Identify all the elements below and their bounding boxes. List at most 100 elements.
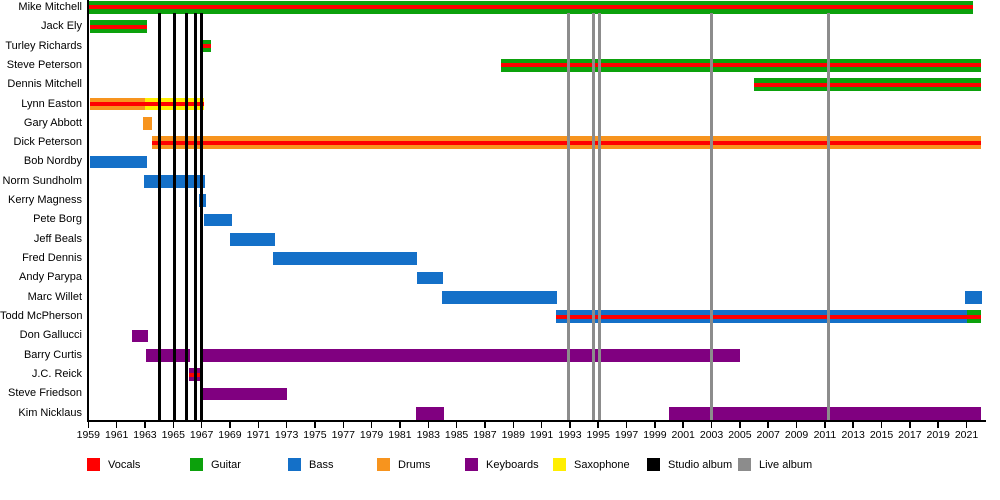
axis-tick-label: 1977 xyxy=(331,429,355,441)
member-instrument-bar xyxy=(89,1,973,14)
axis-tick-label: 1967 xyxy=(189,429,214,441)
member-name-label: Mike Mitchell xyxy=(18,0,82,13)
legend-label: Drums xyxy=(398,459,431,471)
axis-tick xyxy=(710,422,713,428)
axis-tick xyxy=(87,422,90,428)
axis-tick-label: 2019 xyxy=(926,429,950,441)
member-instrument-bar xyxy=(203,348,740,362)
member-name-label: Norm Sundholm xyxy=(2,174,82,187)
legend-color-swatch xyxy=(87,458,100,471)
member-instrument-bar xyxy=(132,329,148,343)
studio-album-line xyxy=(157,13,161,420)
member-name-label: Lynn Easton xyxy=(21,97,82,110)
member-name-label: Andy Parypa xyxy=(19,271,82,284)
axis-tick-label: 1973 xyxy=(274,429,299,441)
member-instrument-bar xyxy=(229,232,276,246)
axis-tick-label: 1963 xyxy=(133,429,157,441)
legend-color-swatch xyxy=(647,458,660,471)
member-name-label: Todd McPherson xyxy=(0,310,83,323)
axis-tick-label: 2007 xyxy=(756,429,780,441)
member-name-label: Dick Peterson xyxy=(13,136,82,149)
member-instrument-bar xyxy=(203,387,287,401)
member-name-label: Bob Nordby xyxy=(23,155,82,168)
y-axis-line xyxy=(87,0,89,420)
member-instrument-bar xyxy=(555,310,967,323)
legend-color-swatch xyxy=(288,458,301,471)
legend-color-swatch xyxy=(738,458,751,471)
vocals-stripe xyxy=(966,314,981,319)
axis-tick xyxy=(880,422,883,428)
axis-tick xyxy=(795,422,798,428)
vocals-stripe xyxy=(89,5,973,10)
member-instrument-bar xyxy=(89,20,148,34)
member-instrument-bar xyxy=(754,78,981,91)
axis-tick-label: 2017 xyxy=(898,429,922,441)
member-name-label: Gary Abbott xyxy=(23,116,82,129)
member-instrument-bar xyxy=(442,290,558,304)
legend-label: Saxophone xyxy=(574,459,630,471)
member-name-label: Jeff Beals xyxy=(33,232,82,245)
vocals-stripe xyxy=(89,24,148,29)
axis-tick xyxy=(172,422,175,428)
axis-tick-label: 1979 xyxy=(359,429,384,441)
axis-tick xyxy=(625,422,628,428)
legend-label: Vocals xyxy=(108,459,141,471)
axis-tick xyxy=(257,422,260,428)
axis-tick-label: 1989 xyxy=(501,429,525,441)
member-name-label: Jack Ely xyxy=(41,20,82,33)
member-name-label: Pete Borg xyxy=(33,213,82,226)
member-instrument-bar xyxy=(416,406,444,420)
live-album-line xyxy=(592,13,596,420)
vocals-stripe xyxy=(754,82,981,87)
legend-label: Guitar xyxy=(211,459,241,471)
member-name-label: Steve Peterson xyxy=(6,58,82,71)
axis-tick xyxy=(965,422,968,428)
member-name-label: Don Gallucci xyxy=(19,329,82,342)
member-instrument-bar xyxy=(273,252,417,265)
member-name-label: Barry Curtis xyxy=(23,348,82,361)
axis-tick xyxy=(370,422,373,428)
studio-album-line xyxy=(185,13,189,420)
axis-tick xyxy=(824,422,826,428)
axis-tick xyxy=(229,422,231,428)
live-album-line xyxy=(826,13,830,420)
member-name-label: Turley Richards xyxy=(5,39,82,52)
member-name-label: Marc Willet xyxy=(27,290,82,303)
member-instrument-bar xyxy=(89,155,148,169)
member-instrument-bar xyxy=(203,39,211,53)
axis-tick xyxy=(852,422,854,428)
axis-tick xyxy=(767,422,769,428)
live-album-line xyxy=(598,13,602,420)
axis-tick-label: 2011 xyxy=(813,429,837,441)
legend-color-swatch xyxy=(553,458,566,471)
studio-album-line xyxy=(200,13,204,420)
member-name-label: Dennis Mitchell xyxy=(7,78,82,91)
member-instrument-bar xyxy=(145,348,191,362)
studio-album-line xyxy=(194,13,198,420)
legend-label: Bass xyxy=(309,459,334,471)
axis-tick xyxy=(682,422,684,428)
axis-tick-label: 1983 xyxy=(416,429,440,441)
vocals-stripe xyxy=(89,101,145,107)
vocals-stripe xyxy=(152,140,981,145)
axis-tick xyxy=(144,422,146,428)
member-instrument-bar xyxy=(203,213,233,227)
live-album-line xyxy=(710,13,714,420)
member-instrument-bar xyxy=(142,116,153,130)
axis-tick xyxy=(427,422,429,428)
axis-tick-label: 1959 xyxy=(76,429,100,441)
member-name-label: Kim Nicklaus xyxy=(18,406,82,419)
member-instrument-bar xyxy=(152,136,981,149)
member-name-label: Steve Friedson xyxy=(8,387,82,400)
axis-tick-label: 2001 xyxy=(671,429,695,441)
vocals-stripe xyxy=(203,43,211,49)
legend-color-swatch xyxy=(190,458,203,471)
axis-tick-label: 1985 xyxy=(444,429,469,441)
axis-tick xyxy=(342,422,345,428)
axis-tick-label: 1997 xyxy=(614,429,639,441)
axis-tick-label: 1995 xyxy=(586,429,610,441)
axis-tick-label: 2005 xyxy=(728,429,752,441)
axis-tick xyxy=(654,422,656,428)
member-name-label: J.C. Reick xyxy=(31,368,82,381)
member-instrument-bar xyxy=(966,310,981,323)
